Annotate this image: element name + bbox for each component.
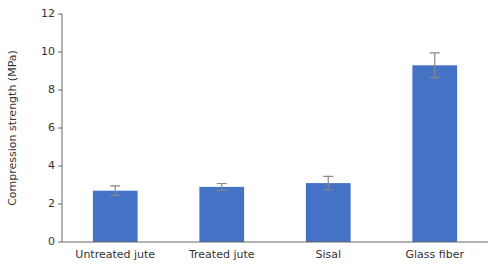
chart-container: 0 2 4 6 8 10 12 Compression strength (MPa) Untre… [0,0,500,276]
bar [199,187,244,242]
y-tick-label: 6 [48,121,55,134]
x-axis-line [62,242,488,243]
error-bar [217,183,227,190]
x-tick-label: Glass fiber [406,248,465,261]
y-tick [58,242,62,243]
x-tick-label: Untreated jute [75,248,155,261]
bar [93,191,138,242]
y-tick-label: 4 [48,159,55,172]
y-tick [58,166,62,167]
y-tick-label: 12 [41,7,55,20]
y-tick [58,128,62,129]
chart: 0 2 4 6 8 10 12 Compression strength (MPa) Untre… [0,0,500,276]
x-tick-label: Treated jute [188,248,255,261]
y-tick-label: 10 [41,45,55,58]
bar [412,65,457,242]
y-tick-label: 0 [48,235,55,248]
y-tick-label: 8 [48,83,55,96]
y-tick [58,52,62,53]
x-tick-label: Sisal [315,248,341,261]
plot-area [93,53,457,242]
y-axis-line [62,14,63,242]
error-bar [430,53,440,78]
y-tick-label: 2 [48,197,55,210]
y-tick [58,14,62,15]
y-tick [58,90,62,91]
y-axis-label: Compression strength (MPa) [6,50,19,206]
bar [306,183,351,242]
error-bar [110,186,120,196]
error-bar [323,176,333,189]
y-tick [58,204,62,205]
